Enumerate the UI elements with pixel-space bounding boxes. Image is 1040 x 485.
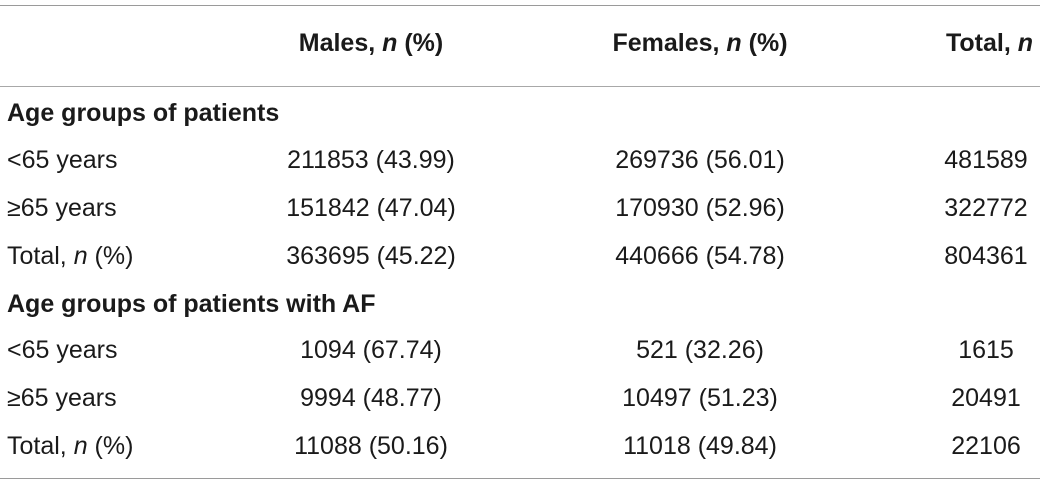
males-cell: 211853 (43.99) (287, 146, 455, 174)
section-title: Age groups of patients with AF (7, 290, 376, 318)
header-total: Total, n (945, 29, 1033, 57)
table-row: <65 years 211853 (43.99) 269736 (56.01) … (0, 136, 1040, 184)
table-header-row: Males, n (%) Females, n (%) Total, n (0, 19, 1040, 67)
section-title-row: Age groups of patients with AF (0, 280, 1040, 328)
females-cell: 521 (32.26) (636, 336, 764, 364)
table-top-rule (0, 5, 1040, 6)
section-title-row: Age groups of patients (0, 89, 1040, 137)
table-row: ≥65 years 151842 (47.04) 170930 (52.96) … (0, 184, 1040, 232)
table-row: Total, n (%) 11088 (50.16) 11018 (49.84)… (0, 422, 1040, 470)
table-row: ≥65 years 9994 (48.77) 10497 (51.23) 204… (0, 374, 1040, 422)
males-cell: 151842 (47.04) (286, 194, 456, 222)
row-label: Total, n (%) (7, 242, 134, 270)
header-males: Males, n (%) (298, 29, 444, 57)
total-cell: 804361 (944, 242, 1028, 270)
females-cell: 11018 (49.84) (623, 432, 777, 460)
total-cell: 22106 (951, 432, 1021, 460)
row-label: ≥65 years (7, 194, 117, 222)
row-label: <65 years (7, 146, 118, 174)
total-cell: 481589 (944, 146, 1028, 174)
table-row: <65 years 1094 (67.74) 521 (32.26) 1615 (0, 326, 1040, 374)
females-cell: 269736 (56.01) (615, 146, 785, 174)
header-females: Females, n (%) (612, 29, 788, 57)
males-cell: 363695 (45.22) (286, 242, 456, 270)
row-label: Total, n (%) (7, 432, 134, 460)
total-cell: 322772 (944, 194, 1028, 222)
females-cell: 440666 (54.78) (615, 242, 785, 270)
total-cell: 20491 (951, 384, 1021, 412)
header-rule (0, 86, 1040, 87)
males-cell: 1094 (67.74) (300, 336, 442, 364)
table-bottom-rule (0, 478, 1040, 479)
row-label: ≥65 years (7, 384, 117, 412)
table-row: Total, n (%) 363695 (45.22) 440666 (54.7… (0, 232, 1040, 280)
males-cell: 11088 (50.16) (294, 432, 448, 460)
total-cell: 1615 (958, 336, 1014, 364)
males-cell: 9994 (48.77) (300, 384, 442, 412)
females-cell: 10497 (51.23) (622, 384, 778, 412)
section-title: Age groups of patients (7, 99, 280, 127)
row-label: <65 years (7, 336, 118, 364)
females-cell: 170930 (52.96) (615, 194, 785, 222)
